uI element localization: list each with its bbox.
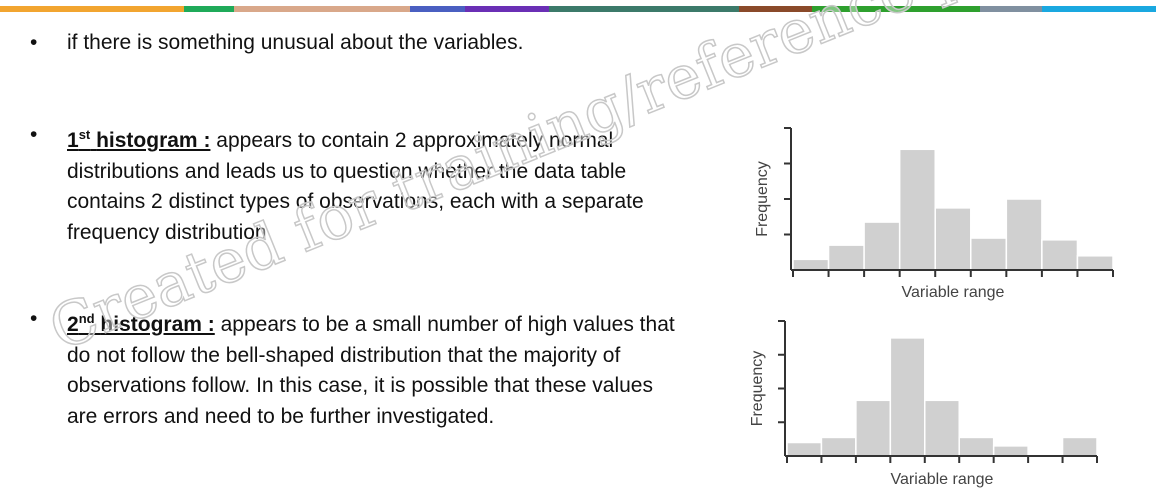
bullet-text: appears to be a small number of high val… — [67, 313, 675, 428]
bullet-text: appears to contain 2 approximately norma… — [67, 129, 644, 244]
color-stripe — [0, 6, 1156, 12]
ordinal: 1 — [67, 129, 79, 152]
ordinal: 2 — [67, 313, 79, 336]
bullet: • 1st histogram : appears to contain 2 ap… — [30, 123, 644, 244]
ordinal-suffix: nd — [78, 311, 95, 326]
bullet: • if there is something unusual about the… — [30, 28, 680, 59]
y-axis-label: Frequency — [749, 351, 766, 427]
bar — [863, 221, 901, 271]
bar — [1005, 198, 1043, 271]
bar — [898, 148, 936, 271]
x-axis-label: Variable range — [902, 284, 1005, 301]
bar — [958, 436, 995, 457]
bullet-text: if there is something unusual about the … — [67, 31, 524, 54]
bar — [924, 399, 960, 457]
bar — [1041, 239, 1079, 271]
bar — [970, 237, 1008, 271]
bar — [820, 436, 857, 457]
bar — [1061, 436, 1098, 457]
label: histogram : — [96, 129, 211, 152]
bar — [889, 337, 926, 457]
bullet: • 2nd histogram : appears to be a small n… — [30, 307, 675, 428]
bar — [1076, 255, 1114, 271]
bar — [934, 207, 972, 271]
x-axis-label: Variable range — [891, 471, 994, 488]
bar — [786, 441, 823, 457]
bar — [827, 244, 865, 271]
bar — [992, 445, 1029, 457]
bar — [792, 258, 830, 271]
label: histogram : — [100, 313, 215, 336]
bar — [855, 399, 892, 457]
ordinal-suffix: st — [78, 127, 91, 142]
y-axis-label: Frequency — [754, 161, 771, 237]
